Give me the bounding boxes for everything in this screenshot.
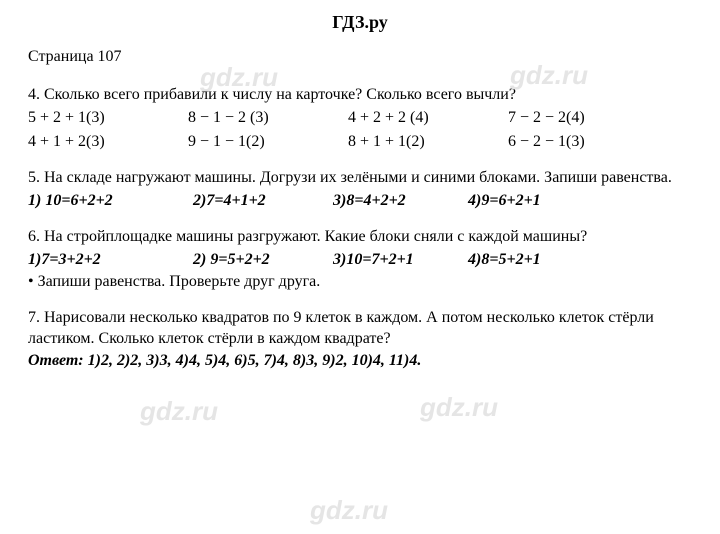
problem-5-body: На складе нагружают машины. Догрузи их з… (44, 169, 672, 186)
expr: 4 + 1 + 2(3) (28, 131, 188, 153)
ans: 2) 9=5+2+2 (193, 249, 333, 271)
ans: 3)10=7+2+1 (333, 249, 468, 271)
ans: 4)9=6+2+1 (468, 190, 608, 212)
problem-7: 7. Нарисовали несколько квадратов по 9 к… (28, 307, 692, 372)
ans: 2)7=4+1+2 (193, 190, 333, 212)
expr: 6 − 2 − 1(3) (508, 131, 668, 153)
answer-values: 1)2, 2)2, 3)3, 4)4, 5)4, 6)5, 7)4, 8)3, … (88, 352, 422, 369)
expr: 8 − 1 − 2 (3) (188, 107, 348, 129)
problem-6-number: 6. (28, 228, 40, 245)
expr: 8 + 1 + 1(2) (348, 131, 508, 153)
problem-6-answers: 1)7=3+2+2 2) 9=5+2+2 3)10=7+2+1 4)8=5+2+… (28, 249, 692, 271)
page-number-label: Страница 107 (28, 46, 692, 68)
expr: 4 + 2 + 2 (4) (348, 107, 508, 129)
problem-5: 5. На складе нагружают машины. Догрузи и… (28, 167, 692, 212)
problem-6-note: • Запиши равенства. Проверьте друг друга… (28, 271, 692, 293)
ans: 3)8=4+2+2 (333, 190, 468, 212)
expr: 7 − 2 − 2(4) (508, 107, 668, 129)
problem-5-answers: 1) 10=6+2+2 2)7=4+1+2 3)8=4+2+2 4)9=6+2+… (28, 190, 692, 212)
problem-7-text: 7. Нарисовали несколько квадратов по 9 к… (28, 307, 692, 350)
expr: 9 − 1 − 1(2) (188, 131, 348, 153)
watermark: gdz.ru (420, 390, 498, 425)
ans: 1)7=3+2+2 (28, 249, 193, 271)
problem-5-text: 5. На складе нагружают машины. Догрузи и… (28, 167, 692, 189)
problem-7-number: 7. (28, 309, 40, 326)
watermark: gdz.ru (310, 493, 388, 528)
ans: 1) 10=6+2+2 (28, 190, 193, 212)
expr: 5 + 2 + 1(3) (28, 107, 188, 129)
watermark: gdz.ru (140, 394, 218, 429)
problem-4: 4. Сколько всего прибавили к числу на ка… (28, 84, 692, 153)
problem-4-number: 4. (28, 86, 40, 103)
problem-6-body: На стройплощадке машины разгружают. Каки… (44, 228, 587, 245)
answer-label: Ответ: (28, 352, 84, 369)
problem-4-text: 4. Сколько всего прибавили к числу на ка… (28, 84, 692, 106)
site-brand: ГДЗ.ру (28, 10, 692, 34)
problem-6: 6. На стройплощадке машины разгружают. К… (28, 226, 692, 293)
problem-4-body: Сколько всего прибавили к числу на карто… (44, 86, 516, 103)
problem-7-answer: Ответ: 1)2, 2)2, 3)3, 4)4, 5)4, 6)5, 7)4… (28, 350, 692, 372)
ans: 4)8=5+2+1 (468, 249, 608, 271)
problem-4-row-1: 5 + 2 + 1(3) 8 − 1 − 2 (3) 4 + 2 + 2 (4)… (28, 107, 692, 129)
problem-7-body: Нарисовали несколько квадратов по 9 клет… (28, 309, 654, 348)
problem-4-row-2: 4 + 1 + 2(3) 9 − 1 − 1(2) 8 + 1 + 1(2) 6… (28, 131, 692, 153)
problem-5-number: 5. (28, 169, 40, 186)
problem-6-text: 6. На стройплощадке машины разгружают. К… (28, 226, 692, 248)
